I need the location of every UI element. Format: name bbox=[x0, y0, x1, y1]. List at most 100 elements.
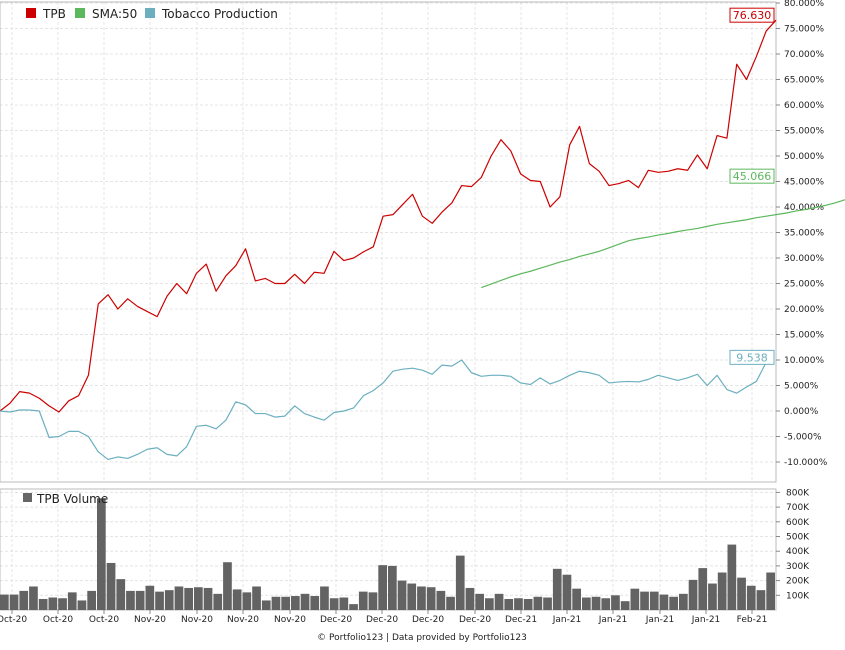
volume-bar bbox=[358, 591, 368, 611]
y-tick-label: 5.000% bbox=[784, 382, 819, 392]
volume-bar bbox=[77, 600, 87, 610]
end-label-box bbox=[729, 168, 775, 184]
volume-bar bbox=[67, 592, 77, 610]
price-panel-frame bbox=[0, 1, 777, 483]
volume-bar bbox=[155, 591, 164, 611]
volume-bar bbox=[679, 593, 688, 610]
y-tick-label: 40.000% bbox=[784, 203, 824, 213]
volume-bar bbox=[494, 593, 504, 610]
volume-bar bbox=[698, 568, 708, 610]
price-gridlines bbox=[0, 2, 776, 482]
series-line bbox=[0, 19, 777, 413]
volume-bar bbox=[213, 593, 223, 610]
volume-bar bbox=[194, 587, 203, 610]
volume-bar bbox=[766, 572, 775, 610]
y-tick-label: 30.000% bbox=[784, 254, 824, 264]
volume-bar bbox=[29, 586, 38, 610]
y-tick-label: 300K bbox=[786, 562, 810, 572]
volume-bar bbox=[611, 595, 620, 610]
volume-bar bbox=[514, 598, 523, 610]
volume-bars bbox=[0, 498, 775, 611]
x-tick-label: Jan-21 bbox=[552, 615, 582, 625]
volume-bar bbox=[203, 587, 213, 610]
price-lines bbox=[0, 19, 845, 461]
volume-bar bbox=[504, 598, 514, 610]
x-tick-label: Oct-20 bbox=[89, 615, 120, 625]
volume-bar bbox=[688, 579, 698, 610]
x-tick-label: Dec-21 bbox=[505, 615, 537, 625]
volume-bar bbox=[339, 597, 349, 610]
volume-bar bbox=[388, 565, 397, 610]
volume-bar bbox=[475, 593, 484, 610]
volume-bar bbox=[397, 580, 407, 610]
volume-bar bbox=[368, 592, 378, 610]
series-line bbox=[481, 199, 845, 289]
y-tick-label: 600K bbox=[786, 518, 810, 528]
volume-bar bbox=[58, 598, 67, 610]
y-tick-label: 75.000% bbox=[784, 25, 824, 35]
volume-bar bbox=[184, 587, 193, 610]
x-tick-label: Dec-20 bbox=[320, 615, 352, 625]
series-line bbox=[0, 359, 767, 461]
y-tick-label: 800K bbox=[786, 488, 810, 498]
y-tick-label: 50.000% bbox=[784, 152, 824, 162]
end-label-box bbox=[729, 349, 775, 365]
volume-bar bbox=[407, 583, 417, 610]
volume-bar bbox=[737, 577, 746, 610]
y-tick-label: 10.000% bbox=[784, 356, 824, 366]
volume-bar bbox=[281, 596, 290, 610]
volume-bar bbox=[591, 596, 601, 610]
volume-bar bbox=[232, 589, 242, 610]
volume-bar bbox=[572, 588, 581, 610]
x-tick-label: Jan-21 bbox=[691, 615, 721, 625]
volume-bar bbox=[523, 598, 533, 610]
volume-y-axis: 800K 700K 600K 500K 400K 300K 200K 100K bbox=[776, 488, 810, 601]
volume-bar bbox=[9, 594, 19, 610]
y-tick-label: 25.000% bbox=[784, 280, 824, 290]
volume-bar bbox=[552, 568, 562, 610]
volume-bar bbox=[717, 572, 727, 610]
volume-bar bbox=[329, 598, 339, 610]
legend-swatch-volume bbox=[23, 493, 32, 502]
y-tick-label: -5.000% bbox=[784, 433, 822, 443]
volume-bar bbox=[87, 590, 96, 610]
legend-swatch-tpb bbox=[26, 8, 36, 18]
footer-text: © Portfolio123 | Data provided by Portfo… bbox=[317, 633, 527, 643]
x-tick-label: Dec-20 bbox=[366, 615, 398, 625]
volume-bar bbox=[640, 591, 649, 611]
y-tick-label: 200K bbox=[786, 577, 810, 587]
volume-bar bbox=[0, 594, 9, 610]
x-tick-label: Dec-20 bbox=[459, 615, 491, 625]
legend-label-sma: SMA:50 bbox=[92, 7, 137, 21]
volume-bar bbox=[261, 600, 271, 610]
x-tick-label: Oct-20 bbox=[43, 615, 74, 625]
volume-bar bbox=[48, 597, 58, 610]
end-value-labels: 76.630 45.066 9.538 bbox=[729, 7, 775, 365]
volume-bar bbox=[300, 593, 310, 610]
volume-bar bbox=[349, 604, 358, 610]
volume-bar bbox=[291, 596, 300, 610]
y-tick-label: 100K bbox=[786, 591, 810, 601]
volume-bar bbox=[446, 596, 455, 610]
end-label-box bbox=[729, 7, 775, 23]
x-tick-label: Nov-20 bbox=[227, 615, 259, 625]
end-label: 45.066 bbox=[733, 170, 772, 183]
y-tick-label: 60.000% bbox=[784, 101, 824, 111]
volume-bar bbox=[38, 598, 48, 610]
volume-bar bbox=[465, 587, 475, 610]
legend-swatch-sma bbox=[75, 8, 85, 18]
x-tick-label: Dec-20 bbox=[412, 615, 444, 625]
y-tick-label: 45.000% bbox=[784, 178, 824, 188]
volume-bar bbox=[135, 590, 145, 610]
x-tick-label: Jan-21 bbox=[645, 615, 675, 625]
volume-bar bbox=[582, 597, 591, 610]
legend-swatch-tobacco bbox=[145, 8, 155, 18]
volume-bar bbox=[426, 587, 436, 610]
volume-bar bbox=[106, 562, 116, 610]
y-tick-label: 0.000% bbox=[784, 407, 819, 417]
volume-bar bbox=[533, 596, 543, 610]
y-tick-label: 400K bbox=[786, 547, 810, 557]
y-tick-label: 500K bbox=[786, 533, 810, 543]
volume-bar bbox=[601, 598, 611, 610]
